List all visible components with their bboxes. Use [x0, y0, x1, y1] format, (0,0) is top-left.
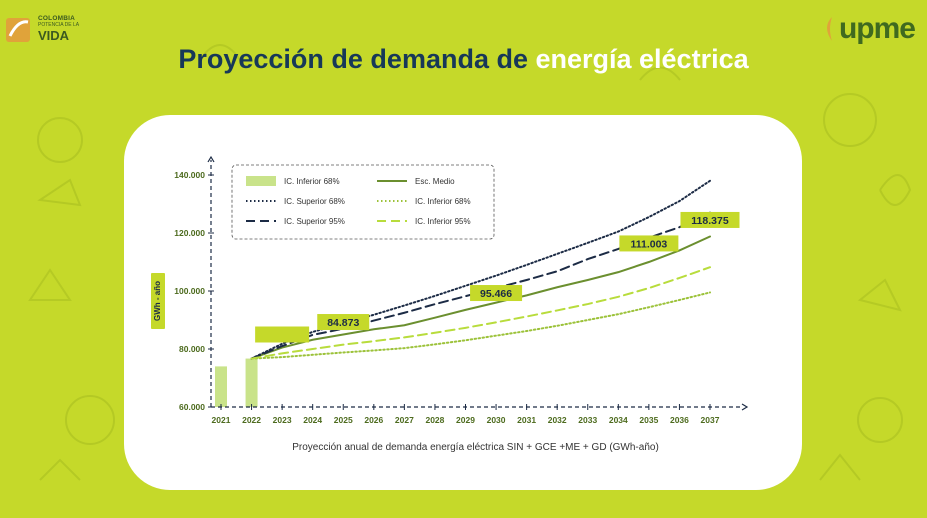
annotation-box: [255, 326, 310, 343]
x-tick-label: 2031: [517, 415, 536, 425]
y-axis-arrow: [207, 155, 215, 163]
legend-label: IC. Superior 68%: [284, 197, 345, 206]
x-tick-label: 2022: [242, 415, 261, 425]
x-tick-label: 2023: [273, 415, 292, 425]
x-tick-label: 2036: [670, 415, 689, 425]
upme-logo-text: upme: [838, 12, 916, 45]
series-line-ic-superior-68-: [250, 179, 711, 360]
annotation-label: 111.003: [630, 238, 667, 250]
series-line-ic-inferior-95-: [250, 266, 711, 360]
bar-2022: [245, 358, 258, 407]
colombia-logo: COLOMBIA POTENCIA DE LA VIDA: [4, 14, 79, 44]
x-tick-label: 2024: [303, 415, 322, 425]
annotation-label: 84.873: [327, 317, 359, 329]
y-tick-label: 100.000: [174, 286, 205, 296]
chart-caption: Proyección anual de demanda energía eléc…: [292, 442, 659, 453]
legend-label: IC. Superior 95%: [284, 217, 345, 226]
x-tick-label: 2029: [456, 415, 475, 425]
x-tick-label: 2026: [364, 415, 383, 425]
logo-left-line2: POTENCIA DE LA: [38, 22, 80, 29]
title-highlight: energía eléctrica: [535, 44, 749, 74]
x-tick-label: 2037: [701, 415, 720, 425]
x-tick-label: 2021: [212, 415, 231, 425]
annotation-box: [317, 314, 370, 331]
series-line-ic-inferior-68-: [250, 291, 711, 360]
annotation-label: 95.466: [480, 288, 512, 300]
annotation-label: 118.375: [691, 215, 729, 227]
y-axis-label: GWh - año: [153, 281, 162, 321]
legend-label: Esc. Medio: [415, 177, 455, 186]
annotation-box: [619, 235, 679, 252]
y-tick-label: 120.000: [174, 228, 205, 238]
annotation-box: [680, 211, 740, 228]
x-tick-label: 2025: [334, 415, 353, 425]
legend-label: IC. Inferior 68%: [284, 177, 340, 186]
annotation-box: [470, 285, 523, 302]
x-tick-label: 2027: [395, 415, 414, 425]
x-axis-arrow: [741, 403, 749, 411]
y-tick-label: 140.000: [174, 170, 205, 180]
upme-leaf-icon: [826, 17, 832, 41]
logo-left-line3: VIDA: [38, 28, 70, 44]
legend-swatch: [246, 176, 276, 186]
page-title: Proyección de demanda de energía eléctri…: [0, 44, 927, 75]
legend-label: IC. Inferior 68%: [415, 197, 471, 206]
x-tick-label: 2035: [639, 415, 658, 425]
bar-2021: [215, 366, 227, 407]
x-tick-label: 2034: [609, 415, 628, 425]
logo-left-line1: COLOMBIA: [38, 14, 75, 22]
y-axis-label-box: [151, 273, 165, 329]
series-line-esc-medio: [250, 235, 711, 360]
title-main: Proyección de demanda de: [178, 44, 536, 74]
x-tick-label: 2033: [578, 415, 597, 425]
x-tick-label: 2028: [425, 415, 444, 425]
y-tick-label: 60.000: [179, 402, 205, 412]
upme-logo: upme: [822, 12, 916, 45]
x-tick-label: 2030: [487, 415, 506, 425]
x-tick-label: 2032: [548, 415, 567, 425]
demand-projection-chart: 60.000 80.000 100.000 120.000 140.000 2021 202…: [151, 155, 749, 453]
legend-box: [231, 164, 495, 240]
colombia-logo-icon: [6, 18, 30, 42]
y-tick-label: 80.000: [179, 344, 205, 354]
legend-label: IC. Inferior 95%: [415, 217, 471, 226]
